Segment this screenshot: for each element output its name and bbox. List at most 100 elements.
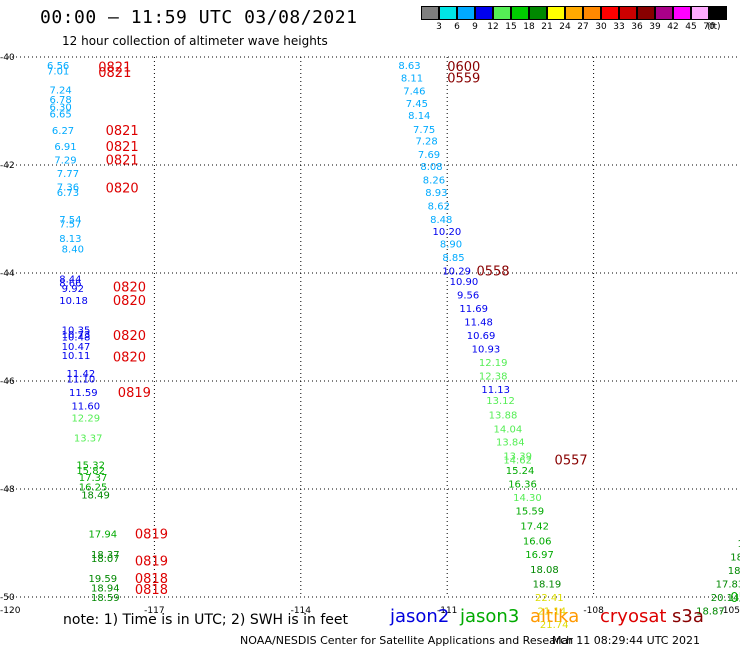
- time-label: 0821: [98, 66, 131, 81]
- wave-height-label: 10.20: [433, 227, 462, 238]
- time-label: 0821: [98, 61, 131, 76]
- wave-height-label: 18.07: [91, 554, 120, 565]
- wave-height-label: 18.: [730, 553, 740, 564]
- wave-height-label: 9.56: [457, 291, 479, 302]
- wave-height-label: 8.63: [398, 61, 420, 72]
- wave-height-label: 17.42: [520, 522, 549, 533]
- wave-height-label: 15.24: [506, 466, 535, 477]
- x-tick-label: -117: [144, 606, 164, 616]
- satellite-legend-jason2: jason2: [390, 606, 450, 627]
- wave-height-label: 7.57: [59, 219, 81, 230]
- wave-height-label: 10.18: [59, 296, 88, 307]
- colorbar-label: 21: [541, 22, 553, 32]
- colorbar-label: 9: [472, 22, 478, 32]
- wave-height-label: 7.69: [418, 150, 440, 161]
- wave-height-label: 14.30: [513, 493, 542, 504]
- wave-height-label: 7.28: [415, 137, 437, 148]
- colorbar-label: 27: [577, 22, 589, 32]
- satellite-legend-cryosat: cryosat: [600, 606, 667, 627]
- colorbar-swatch: [565, 6, 583, 20]
- wave-height-label: 16.25: [79, 482, 108, 493]
- page-subtitle: 12 hour collection of altimeter wave hei…: [62, 34, 328, 48]
- wave-height-label: 7.46: [403, 86, 425, 97]
- wave-height-label: 13.37: [74, 434, 103, 445]
- x-tick-label: -114: [291, 606, 312, 616]
- wave-height-label: 10.47: [62, 342, 91, 353]
- colorbar-label: 15: [505, 22, 517, 32]
- colorbar-swatch: [421, 6, 439, 20]
- y-tick-label: -46: [0, 377, 15, 387]
- wave-height-label: 16.36: [508, 480, 537, 491]
- wave-height-label: 6.78: [49, 95, 71, 106]
- wave-height-label: 11.42: [67, 369, 96, 380]
- wave-height-label: 8.40: [62, 245, 84, 256]
- wave-height-label: 8.48: [430, 215, 452, 226]
- x-tick-label: -111: [437, 606, 457, 616]
- wave-height-label: 13.84: [496, 437, 525, 448]
- wave-height-label: 8.11: [401, 74, 423, 85]
- colorbar-label: 6: [454, 22, 460, 32]
- wave-height-label: 8.93: [425, 188, 447, 199]
- wave-height-label: 11.60: [71, 401, 100, 412]
- wave-height-label: 7.77: [57, 169, 79, 180]
- colorbar-swatch: [709, 6, 727, 20]
- axis-ticks: -120 -117 -114 -111 -108 -105 -40 -42 -44 -46 -48 -…: [0, 53, 740, 616]
- colorbar-label: 3: [436, 22, 442, 32]
- wave-height-label: 12.38: [479, 372, 508, 383]
- time-label: 0819: [118, 386, 151, 401]
- wave-height-label: 13.12: [486, 396, 515, 407]
- wave-height-label: 8.14: [408, 111, 430, 122]
- time-label: 0819: [135, 554, 168, 569]
- wave-height-label: 7.54: [59, 215, 81, 226]
- wave-height-label: 21.14: [537, 607, 566, 618]
- wave-height-label: 22.41: [535, 593, 564, 604]
- credit-text: NOAA/NESDIS Center for Satellite Applica…: [240, 634, 574, 647]
- colorbar-label: 45: [685, 22, 697, 32]
- y-tick-label: -42: [0, 161, 15, 171]
- time-label: 0558: [476, 264, 509, 279]
- satellite-legend-jason3: jason3: [460, 606, 520, 627]
- wave-height-label: 15.59: [516, 507, 545, 518]
- time-label: 0557: [555, 453, 588, 468]
- colorbar-label: 12: [487, 22, 499, 32]
- wave-height-label: 7.01: [47, 67, 69, 78]
- colorbar-label: 42: [667, 22, 679, 32]
- time-label: 0820: [113, 281, 146, 296]
- page-title: 00:00 — 11:59 UTC 03/08/2021: [40, 7, 358, 28]
- wave-height-label: 11.59: [69, 388, 98, 399]
- y-tick-label: -44: [0, 269, 15, 279]
- time-label: 05: [730, 591, 740, 606]
- wave-height-label: 12.29: [71, 414, 100, 425]
- wave-height-label: 18.49: [81, 490, 110, 501]
- wave-height-label: 8.62: [428, 202, 450, 213]
- wave-height-label: 18.19: [533, 580, 562, 591]
- colorbar-label: 70: [703, 22, 715, 32]
- colorbar-label: 39: [649, 22, 661, 32]
- colorbar-swatch: [601, 6, 619, 20]
- time-label: 0600: [447, 60, 480, 75]
- time-label: 0820: [113, 294, 146, 309]
- satellite-legend-altika: altika: [530, 606, 580, 627]
- wave-height-label: 15.82: [76, 466, 105, 477]
- time-label: 0819: [135, 527, 168, 542]
- wave-height-label: 7.36: [57, 183, 79, 194]
- wave-height-label: 10.29: [442, 266, 471, 277]
- wave-height-label: 13.39: [503, 452, 532, 463]
- wave-height-label: 18.08: [530, 565, 559, 576]
- wave-height-label: 18.62: [728, 566, 740, 577]
- wave-height-label: 6.27: [52, 126, 74, 137]
- wave-height-label: 8.90: [440, 239, 462, 250]
- wave-height-label: 13.88: [489, 410, 518, 421]
- wave-height-label: 18.59: [91, 593, 120, 604]
- colorbar-label: 30: [595, 22, 607, 32]
- time-label: 0559: [447, 72, 480, 87]
- colorbar-swatch: [529, 6, 547, 20]
- time-label: 0820: [113, 351, 146, 366]
- colorbar-swatch: [637, 6, 655, 20]
- colorbar-swatch: [475, 6, 493, 20]
- wave-height-label: 16.97: [525, 550, 554, 561]
- footer-note: note: 1) Time is in UTC; 2) SWH is in fe…: [63, 612, 349, 628]
- wave-height-label: 6.73: [57, 188, 79, 199]
- wave-height-label: 14.62: [503, 455, 532, 466]
